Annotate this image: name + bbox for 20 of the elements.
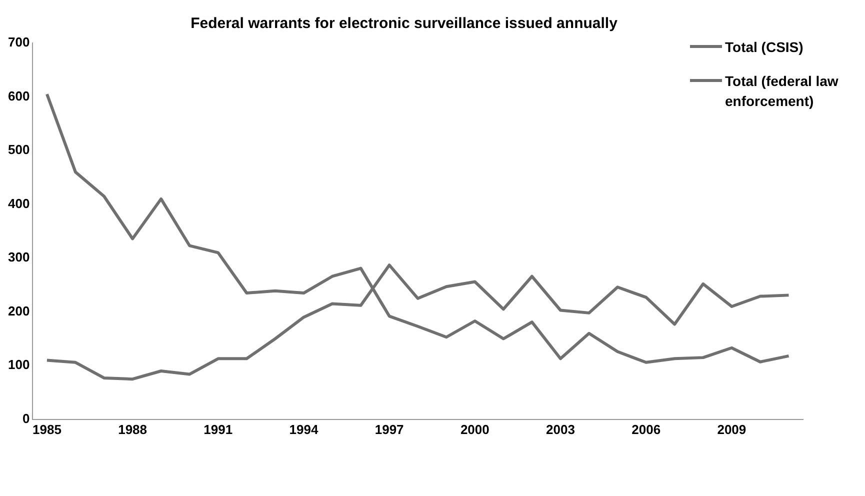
legend-label: Total (CSIS)	[725, 38, 804, 57]
y-tick-label: 200	[8, 303, 30, 318]
legend-label: Total (federal law enforcement)	[725, 72, 840, 111]
x-tick-label: 1988	[118, 422, 148, 437]
y-tick-label: 500	[8, 142, 30, 158]
y-tick-label: 600	[8, 88, 30, 104]
y-tick-label: 0	[22, 410, 30, 426]
y-tick-label: 100	[8, 357, 30, 372]
x-tick-label: 1994	[289, 422, 319, 437]
x-tick-label: 1985	[32, 422, 62, 437]
x-tick-label: 2000	[460, 422, 490, 437]
y-tick-label: 300	[8, 250, 30, 265]
chart-title: Federal warrants for electronic surveillance issued annually	[190, 15, 618, 32]
x-tick-label: 2006	[632, 422, 661, 437]
x-tick-label: 2003	[546, 422, 575, 437]
x-tick-label: 1997	[374, 422, 404, 437]
x-tick-label: 2009	[717, 422, 746, 437]
x-tick-label: 1991	[204, 422, 233, 437]
y-tick-label: 700	[8, 34, 30, 50]
y-tick-label: 400	[8, 196, 30, 211]
